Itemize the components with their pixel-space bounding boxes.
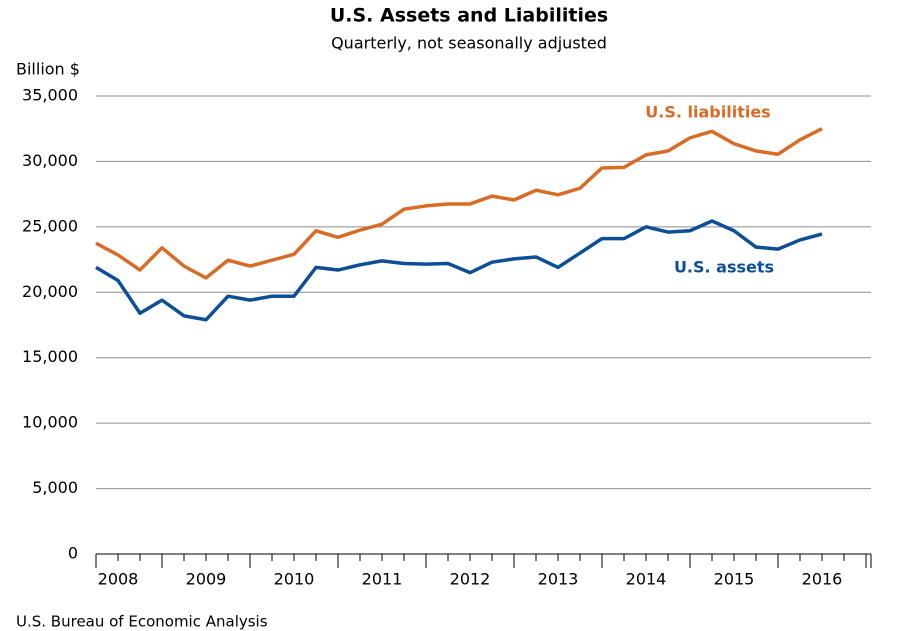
y-axis-label: Billion $: [16, 60, 80, 79]
chart-subtitle: Quarterly, not seasonally adjusted: [331, 34, 607, 53]
x-tick-label: 2009: [186, 570, 227, 589]
series-label: U.S. liabilities: [645, 103, 770, 122]
series-label: U.S. assets: [674, 258, 774, 277]
y-tick-label: 25,000: [22, 216, 78, 235]
x-tick-label: 2015: [714, 570, 755, 589]
chart-title: U.S. Assets and Liabilities: [330, 5, 608, 27]
source: U.S. Bureau of Economic Analysis: [16, 613, 268, 631]
line: [95, 127, 823, 280]
x-tick-label: 2014: [626, 570, 667, 589]
x-tick-label: 2016: [802, 570, 843, 589]
line: [95, 219, 823, 322]
y-tick-label: 35,000: [22, 86, 78, 105]
x-tick-label: 2008: [98, 570, 139, 589]
y-tick-label: 0: [68, 544, 78, 563]
y-tick-label: 5,000: [32, 478, 78, 497]
y-tick-label: 20,000: [22, 282, 78, 301]
y-tick-label: 10,000: [22, 413, 78, 432]
x-tick-label: 2011: [362, 570, 403, 589]
x-tick-label: 2012: [450, 570, 491, 589]
y-tick-label: 30,000: [22, 151, 78, 170]
x-tick-label: 2010: [274, 570, 315, 589]
x-tick-label: 2013: [538, 570, 579, 589]
y-tick-label: 15,000: [22, 347, 78, 366]
